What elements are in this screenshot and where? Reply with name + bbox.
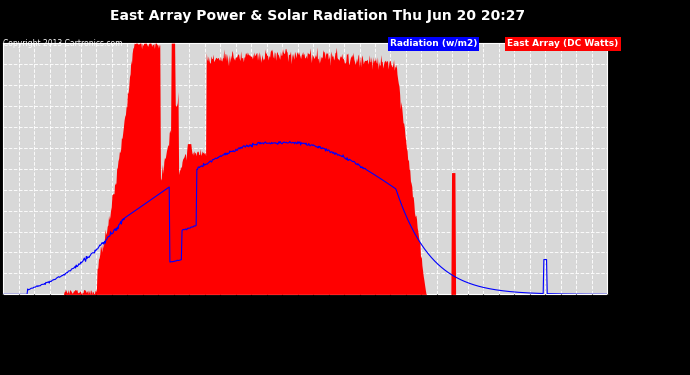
Text: East Array Power & Solar Radiation Thu Jun 20 20:27: East Array Power & Solar Radiation Thu J…	[110, 9, 525, 23]
Text: East Array (DC Watts): East Array (DC Watts)	[507, 39, 618, 48]
Text: Copyright 2013 Cartronics.com: Copyright 2013 Cartronics.com	[3, 39, 123, 48]
Text: Radiation (w/m2): Radiation (w/m2)	[390, 39, 477, 48]
